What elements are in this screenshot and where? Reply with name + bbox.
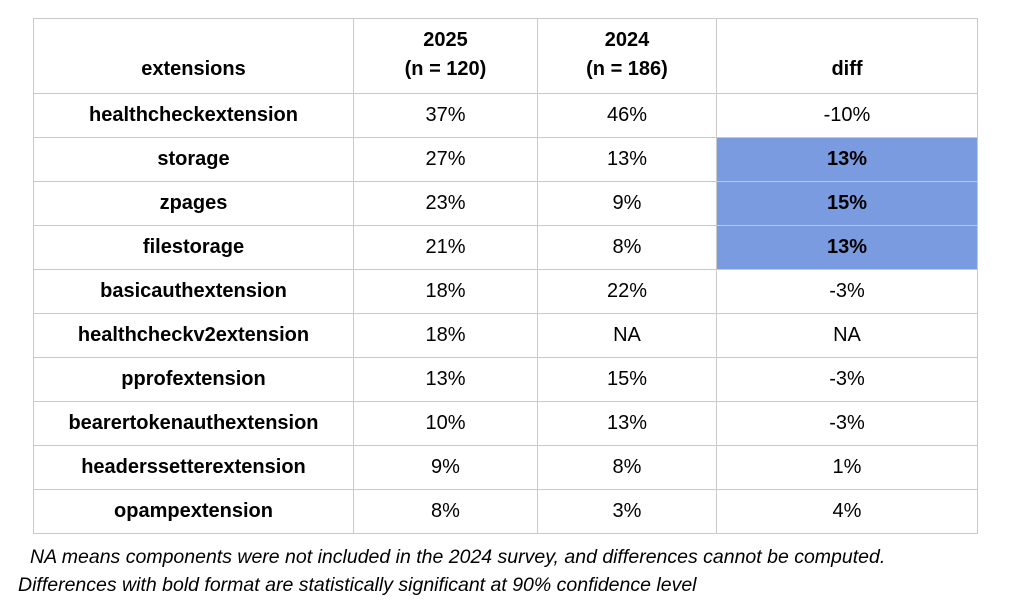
value-2025-cell: 21% bbox=[353, 225, 538, 270]
value-2025-cell: 37% bbox=[353, 93, 538, 138]
value-2025-cell: 18% bbox=[353, 313, 538, 358]
header-diff-label: diff bbox=[831, 58, 863, 80]
table-row: pprofextension 13% 15% -3% bbox=[33, 357, 978, 402]
header-diff: diff bbox=[716, 18, 978, 94]
value-2025-cell: 9% bbox=[353, 445, 538, 490]
value-2024-cell: 3% bbox=[537, 489, 717, 534]
value-2024-cell: 22% bbox=[537, 269, 717, 314]
extension-name-cell: headerssetterextension bbox=[33, 445, 354, 490]
table-row: headerssetterextension 9% 8% 1% bbox=[33, 445, 978, 490]
diff-cell: -3% bbox=[716, 401, 978, 446]
table-row: filestorage 21% 8% 13% bbox=[33, 225, 978, 270]
table-header: extensions 2025 (n = 120) 2024 (n = 186)… bbox=[33, 18, 978, 94]
footnotes: NA means components were not included in… bbox=[18, 543, 1008, 599]
table-row: healthcheckextension 37% 46% -10% bbox=[33, 93, 978, 138]
value-2025-cell: 27% bbox=[353, 137, 538, 182]
diff-cell: -3% bbox=[716, 269, 978, 314]
value-2025-cell: 23% bbox=[353, 181, 538, 226]
table-row: opampextension 8% 3% 4% bbox=[33, 489, 978, 534]
diff-cell: -3% bbox=[716, 357, 978, 402]
value-2024-cell: 13% bbox=[537, 137, 717, 182]
value-2025-cell: 13% bbox=[353, 357, 538, 402]
diff-cell: 15% bbox=[716, 181, 978, 226]
diff-cell: 13% bbox=[716, 225, 978, 270]
header-extensions: extensions bbox=[33, 18, 354, 94]
value-2024-cell: 9% bbox=[537, 181, 717, 226]
header-2024: 2024 (n = 186) bbox=[537, 18, 717, 94]
value-2024-cell: 46% bbox=[537, 93, 717, 138]
extension-name-cell: zpages bbox=[33, 181, 354, 226]
value-2024-cell: 8% bbox=[537, 225, 717, 270]
header-2025: 2025 (n = 120) bbox=[353, 18, 538, 94]
table-row: storage 27% 13% 13% bbox=[33, 137, 978, 182]
diff-cell: 1% bbox=[716, 445, 978, 490]
extension-name-cell: healthcheckextension bbox=[33, 93, 354, 138]
extension-name-cell: pprofextension bbox=[33, 357, 354, 402]
extension-name-cell: healthcheckv2extension bbox=[33, 313, 354, 358]
footnote-significance: Differences with bold format are statist… bbox=[18, 574, 697, 596]
header-extensions-label: extensions bbox=[141, 58, 246, 80]
value-2025-cell: 18% bbox=[353, 269, 538, 314]
header-2025-year: 2025 bbox=[423, 29, 468, 51]
header-row: extensions 2025 (n = 120) 2024 (n = 186)… bbox=[33, 18, 978, 94]
extension-name-cell: bearertokenauthextension bbox=[33, 401, 354, 446]
value-2025-cell: 10% bbox=[353, 401, 538, 446]
extension-name-cell: storage bbox=[33, 137, 354, 182]
header-2025-sample-size: (n = 120) bbox=[404, 58, 487, 80]
header-2024-year: 2024 bbox=[604, 29, 650, 51]
table-row: basicauthextension 18% 22% -3% bbox=[33, 269, 978, 314]
extension-name-cell: basicauthextension bbox=[33, 269, 354, 314]
extension-name-cell: filestorage bbox=[33, 225, 354, 270]
extension-name-cell: opampextension bbox=[33, 489, 354, 534]
value-2024-cell: 13% bbox=[537, 401, 717, 446]
value-2025-cell: 8% bbox=[353, 489, 538, 534]
table-row: zpages 23% 9% 15% bbox=[33, 181, 978, 226]
diff-cell: -10% bbox=[716, 93, 978, 138]
table-row: healthcheckv2extension 18% NA NA bbox=[33, 313, 978, 358]
value-2024-cell: 8% bbox=[537, 445, 717, 490]
diff-cell: 4% bbox=[716, 489, 978, 534]
footnote-na: NA means components were not included in… bbox=[30, 546, 886, 568]
extensions-survey-table: extensions 2025 (n = 120) 2024 (n = 186)… bbox=[33, 18, 978, 534]
value-2024-cell: 15% bbox=[537, 357, 717, 402]
header-2024-sample-size: (n = 186) bbox=[586, 58, 668, 80]
value-2024-cell: NA bbox=[537, 313, 717, 358]
table-body: healthcheckextension 37% 46% -10% storage 27%… bbox=[33, 93, 978, 534]
diff-cell: 13% bbox=[716, 137, 978, 182]
diff-cell: NA bbox=[716, 313, 978, 358]
table-row: bearertokenauthextension 10% 13% -3% bbox=[33, 401, 978, 446]
